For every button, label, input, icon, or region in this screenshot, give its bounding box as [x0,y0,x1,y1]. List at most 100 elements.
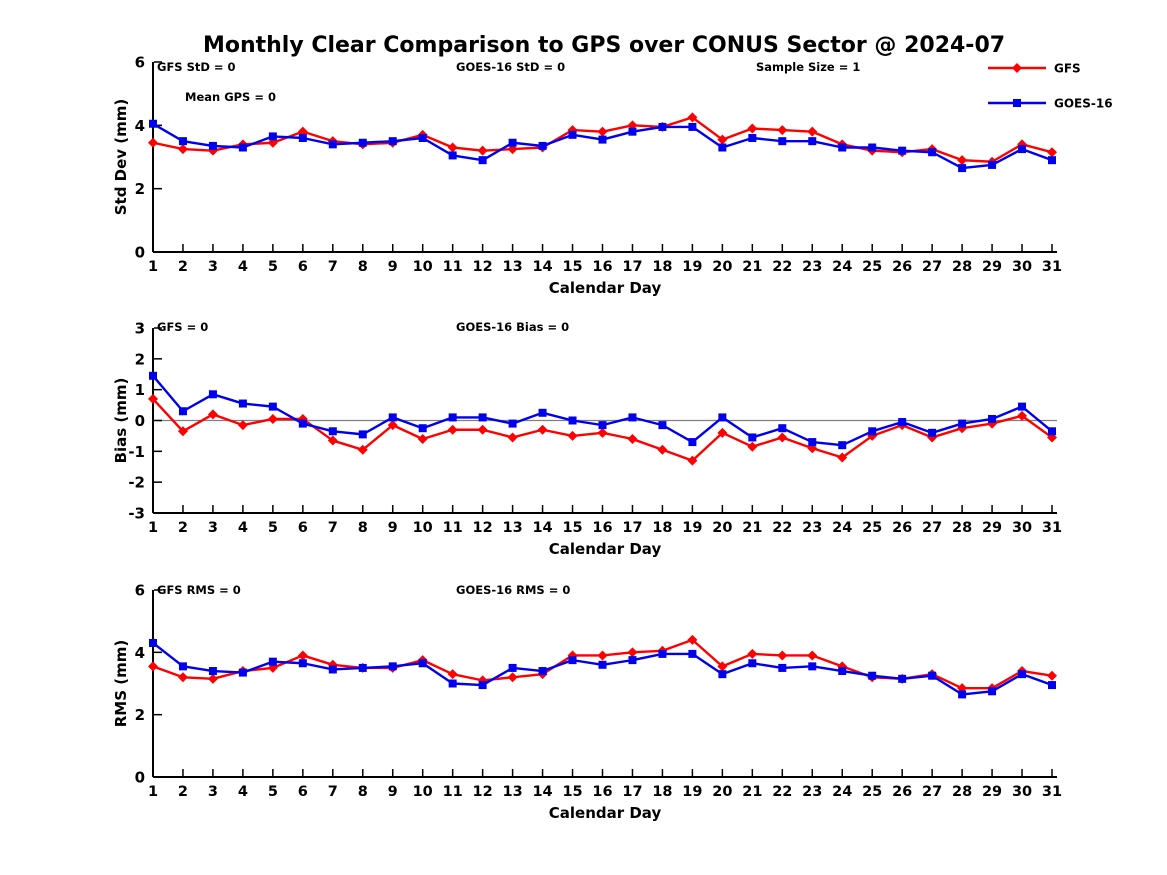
data-point-goes-16 [149,638,157,647]
x-tick-label: 10 [413,784,433,800]
data-point-gfs [447,142,458,153]
x-tick-label: 4 [238,259,248,275]
data-point-goes-16 [478,156,487,165]
data-point-gfs [777,125,788,136]
data-point-goes-16 [238,143,247,152]
chart-title: Monthly Clear Comparison to GPS over CON… [203,33,1005,58]
x-tick-label: 3 [208,520,218,536]
x-tick-label: 20 [712,520,732,536]
x-tick-label: 20 [712,259,732,275]
x-tick-label: 21 [742,784,762,800]
y-axis-label: Std Dev (mm) [112,99,130,216]
y-tick-label: 2 [135,350,145,368]
x-tick-label: 27 [922,520,942,536]
x-tick-label: 13 [503,784,523,800]
data-point-goes-16 [898,418,907,427]
data-point-goes-16 [448,413,457,422]
legend: GFS GOES-16 [988,62,1113,111]
data-point-goes-16 [838,667,847,676]
x-tick-label: 26 [892,784,912,800]
x-tick-label: 5 [268,259,278,275]
data-point-gfs [297,650,308,661]
data-point-goes-16 [298,659,307,668]
data-point-goes-16 [1018,402,1027,411]
data-point-goes-16 [508,138,517,147]
x-tick-label: 23 [802,520,822,536]
legend-marker-gfs [1012,63,1022,73]
data-point-goes-16 [748,433,757,442]
stat-annotation: GFS StD = 0 [157,60,236,74]
data-point-gfs [447,424,458,435]
x-tick-label: 17 [622,259,642,275]
x-tick-label: 26 [892,520,912,536]
x-tick-label: 1 [148,520,158,536]
data-point-goes-16 [598,660,607,669]
data-point-goes-16 [628,127,637,136]
x-tick-label: 22 [772,784,792,800]
x-tick-label: 9 [388,520,398,536]
x-tick-label: 15 [562,784,582,800]
x-tick-label: 27 [922,784,942,800]
data-point-goes-16 [568,656,577,665]
data-point-gfs [627,647,638,658]
data-point-goes-16 [748,659,757,668]
data-point-goes-16 [478,681,487,690]
data-point-goes-16 [958,164,967,173]
data-point-goes-16 [448,151,457,160]
data-point-goes-16 [358,138,367,147]
data-point-goes-16 [538,141,547,150]
data-point-goes-16 [208,667,217,676]
data-point-goes-16 [388,662,397,671]
data-point-goes-16 [658,122,667,131]
data-point-gfs [1047,670,1057,681]
data-point-goes-16 [598,135,607,144]
y-tick-label: 2 [135,706,145,724]
data-point-goes-16 [628,656,637,665]
data-point-gfs [417,434,428,444]
x-tick-label: 14 [532,520,552,536]
data-point-gfs [957,155,968,166]
y-tick-label: 1 [135,381,145,399]
data-point-goes-16 [268,657,277,666]
x-tick-label: 21 [742,259,762,275]
data-point-gfs [267,413,278,424]
x-axis-label: Calendar Day [549,804,662,822]
y-tick-label: 2 [135,180,145,198]
data-point-goes-16 [238,399,247,408]
stat-annotation: Mean GPS = 0 [185,90,276,104]
x-tick-label: 11 [443,259,463,275]
x-tick-label: 7 [328,520,338,536]
data-point-gfs [597,126,608,137]
x-tick-label: 12 [473,520,493,536]
data-point-gfs [717,661,728,672]
data-point-goes-16 [418,134,427,142]
x-tick-label: 30 [1012,520,1032,536]
y-tick-label: -2 [128,474,145,492]
data-point-goes-16 [268,402,277,411]
x-tick-label: 29 [982,520,1002,536]
data-point-goes-16 [508,663,517,672]
data-point-goes-16 [988,687,997,696]
x-tick-label: 11 [443,520,463,536]
data-point-goes-16 [688,649,697,658]
data-point-gfs [837,452,848,463]
data-point-goes-16 [508,419,517,428]
x-tick-label: 3 [208,784,218,800]
data-point-gfs [627,434,638,444]
data-point-goes-16 [868,427,877,436]
data-point-gfs [148,137,158,148]
data-point-gfs [717,134,728,145]
x-tick-label: 16 [592,520,612,536]
data-point-goes-16 [418,424,427,433]
y-tick-label: 0 [135,769,145,787]
data-point-gfs [207,673,218,684]
stat-annotation: GFS = 0 [157,320,208,334]
data-point-goes-16 [868,671,877,680]
x-tick-label: 22 [772,520,792,536]
data-point-goes-16 [1018,670,1027,679]
x-tick-label: 27 [922,259,942,275]
data-point-goes-16 [388,137,397,146]
data-point-gfs [717,427,728,438]
